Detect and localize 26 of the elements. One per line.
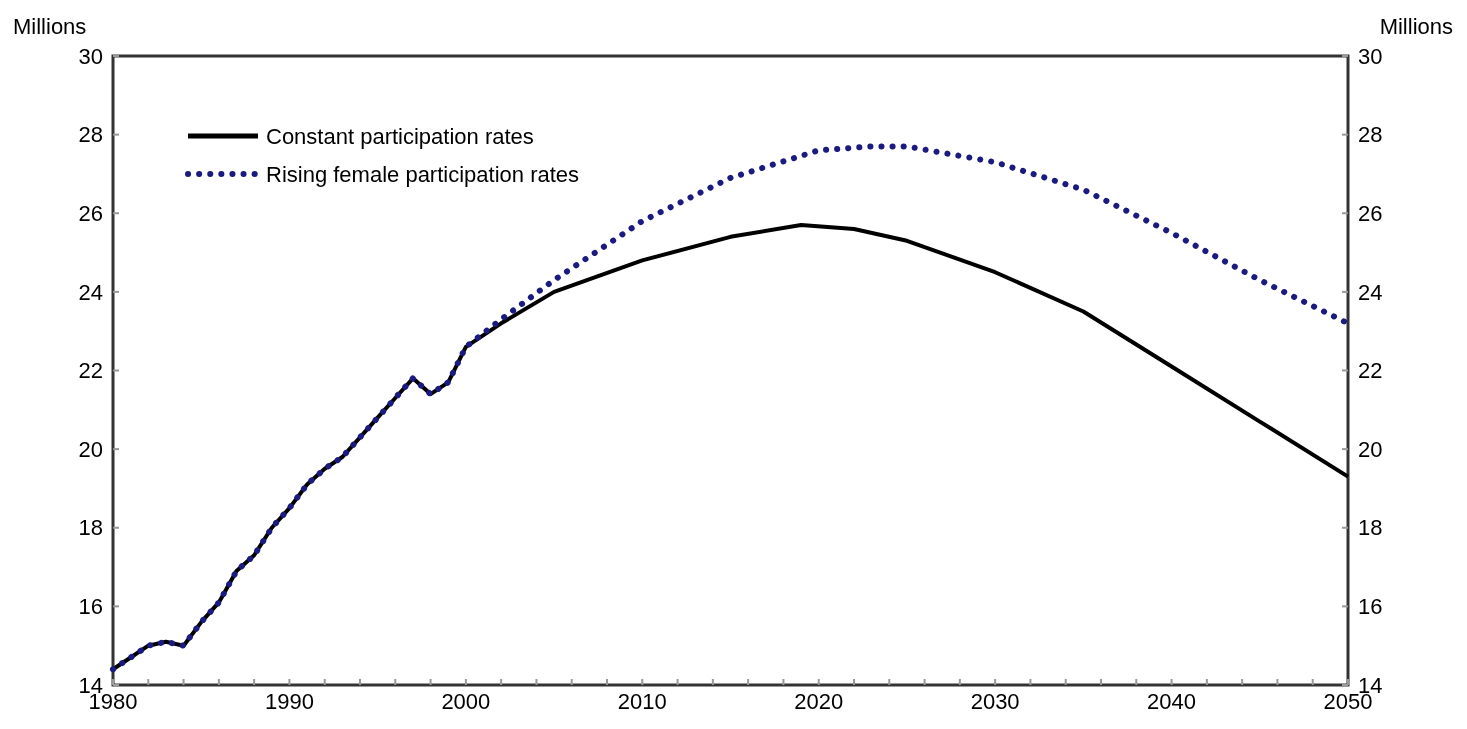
y-tick-label: 20 bbox=[78, 436, 103, 462]
legend-label: Constant participation rates bbox=[266, 123, 534, 149]
y-tick-label: 22 bbox=[78, 358, 103, 384]
y2-tick-label: 18 bbox=[1358, 515, 1383, 541]
y2-axis-title: Millions bbox=[1379, 14, 1453, 39]
y2-tick-label: 28 bbox=[1358, 122, 1383, 148]
y2-tick-label: 16 bbox=[1358, 594, 1383, 620]
x-tick-label: 2040 bbox=[1147, 689, 1197, 714]
y2-tick-label: 22 bbox=[1358, 358, 1383, 384]
y2-tick-label: 20 bbox=[1358, 436, 1383, 462]
y-tick-label: 24 bbox=[78, 279, 103, 305]
y-axis-title: Millions bbox=[13, 14, 87, 39]
legend-label: Rising female participation rates bbox=[266, 161, 580, 187]
y-tick-label: 30 bbox=[78, 43, 103, 69]
y-tick-label: 28 bbox=[78, 122, 103, 148]
x-tick-label: 2020 bbox=[794, 689, 844, 714]
y2-tick-label: 26 bbox=[1358, 200, 1383, 226]
x-tick-label: 2010 bbox=[617, 689, 667, 714]
y-tick-label: 26 bbox=[78, 200, 103, 226]
y-tick-label: 18 bbox=[78, 515, 103, 541]
y2-tick-label: 30 bbox=[1358, 43, 1383, 69]
x-tick-label: 2000 bbox=[441, 689, 491, 714]
x-tick-label: 2030 bbox=[970, 689, 1020, 714]
x-tick-label: 1990 bbox=[264, 689, 314, 714]
y-tick-label: 16 bbox=[78, 594, 103, 620]
y2-tick-label: 24 bbox=[1358, 279, 1383, 305]
